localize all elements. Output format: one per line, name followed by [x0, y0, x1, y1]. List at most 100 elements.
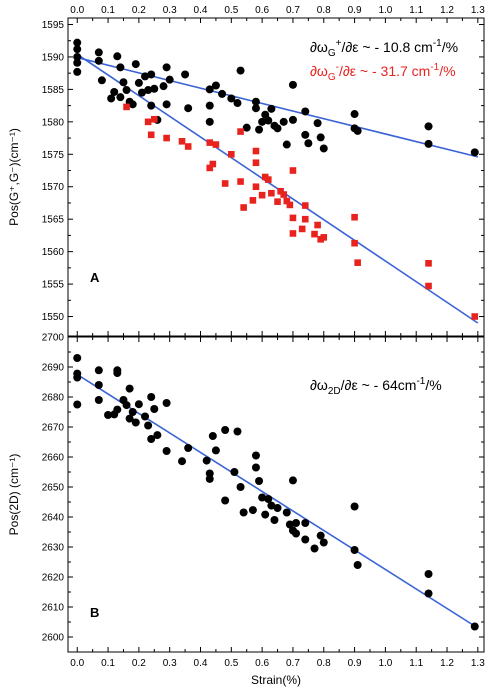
data-point	[274, 198, 281, 205]
data-point	[221, 496, 230, 505]
data-point	[351, 239, 358, 247]
x-tick-label-top: 0.0	[70, 5, 84, 16]
data-point	[237, 178, 244, 185]
data-point	[221, 426, 230, 434]
data-point	[301, 535, 310, 544]
data-point	[288, 476, 297, 485]
data-point	[104, 411, 113, 419]
data-point	[205, 117, 214, 126]
data-point	[162, 447, 171, 455]
data-point	[311, 230, 318, 238]
data-point	[73, 58, 82, 67]
data-point	[147, 131, 155, 139]
data-point	[350, 110, 359, 119]
data-point	[282, 140, 291, 149]
data-point	[353, 561, 362, 569]
x-tick-label: 1.2	[440, 658, 454, 669]
data-point	[248, 506, 257, 515]
y-tick-label: 1595	[42, 20, 65, 31]
data-point	[310, 544, 319, 553]
data-point	[73, 373, 82, 382]
data-point	[424, 589, 433, 598]
y-tick-label: 2660	[42, 453, 65, 464]
data-point	[113, 369, 122, 377]
data-point	[267, 501, 276, 510]
data-point	[137, 88, 146, 97]
data-point	[251, 463, 260, 472]
data-point	[258, 117, 267, 126]
x-tick-label-top: 0.1	[101, 5, 115, 16]
y-tick-label: 1550	[42, 312, 65, 323]
slope-annotation: ∂ωG+/∂ε ~ - 10.8 cm-1/%	[310, 38, 458, 59]
data-point	[301, 130, 310, 139]
y-tick-label: 1560	[42, 247, 65, 258]
data-point	[354, 259, 361, 266]
data-point	[218, 89, 227, 98]
data-point	[351, 213, 358, 221]
data-point	[144, 118, 152, 126]
slope-annotation: ∂ωG-/∂ε ~ - 31.7 cm-1/%	[310, 62, 456, 83]
data-point	[273, 124, 282, 133]
data-point	[94, 366, 103, 375]
data-point	[236, 483, 245, 491]
x-tick-label: 0.8	[317, 658, 331, 669]
y-tick-label: 1570	[42, 182, 65, 193]
x-tick-label-top: 1.3	[471, 5, 485, 16]
data-point	[233, 427, 242, 436]
data-point	[353, 126, 362, 135]
data-point	[128, 408, 137, 416]
series-2d	[73, 354, 479, 631]
chart-panel-a: 0.0 0.1 0.2 0.3 0.4 0.5 0.6 0.7 0.8 0.9 1.0 1.1 1.2 1…	[7, 5, 485, 337]
panel-label: B	[90, 605, 99, 620]
x-tick-label-top: 0.9	[348, 5, 362, 16]
data-point	[147, 101, 156, 110]
y-tick-label: 1555	[42, 280, 65, 291]
slope-annotation: ∂ω2D/∂ε ~ - 64cm-1/%	[310, 376, 442, 397]
y-tick-label: 1575	[42, 150, 65, 161]
data-point	[251, 104, 260, 113]
data-point	[165, 75, 174, 84]
data-point	[279, 117, 288, 126]
data-point	[134, 400, 143, 409]
data-point	[289, 230, 297, 237]
x-tick-label-top: 1.0	[378, 5, 392, 16]
data-point	[116, 93, 125, 102]
data-point	[184, 104, 193, 113]
x-axis-title: Strain(%)	[251, 673, 301, 687]
data-point	[289, 167, 297, 174]
x-tick-label-top: 1.2	[440, 5, 454, 16]
data-point	[236, 66, 245, 75]
data-point	[141, 72, 150, 81]
y-tick-label: 1565	[42, 215, 65, 226]
data-point	[206, 164, 214, 172]
x-tick-label-top: 0.8	[317, 5, 331, 16]
data-point	[147, 393, 156, 401]
data-point	[319, 538, 328, 547]
data-point	[301, 215, 309, 223]
data-point	[249, 197, 257, 204]
data-point	[261, 510, 270, 519]
data-point	[150, 84, 159, 93]
data-point	[316, 531, 325, 540]
data-point	[301, 519, 310, 527]
y-tick-label: 2640	[42, 513, 65, 524]
data-point	[119, 78, 128, 87]
data-point	[316, 133, 325, 142]
data-point	[73, 400, 82, 409]
data-point	[282, 508, 291, 517]
data-point	[268, 189, 275, 197]
data-point	[122, 401, 131, 410]
x-tick-label-top: 0.7	[286, 5, 300, 16]
data-point	[424, 570, 433, 578]
data-point	[292, 519, 301, 527]
data-point	[141, 412, 150, 421]
data-point	[252, 159, 260, 167]
data-point	[212, 141, 220, 148]
y-tick-label: 2610	[42, 603, 65, 614]
data-point	[280, 191, 288, 198]
y-axis-title: Pos(2D) (cm⁻¹)	[7, 454, 21, 536]
data-point	[107, 94, 116, 103]
data-point	[97, 76, 106, 85]
data-point	[313, 119, 322, 128]
data-point	[301, 202, 309, 209]
